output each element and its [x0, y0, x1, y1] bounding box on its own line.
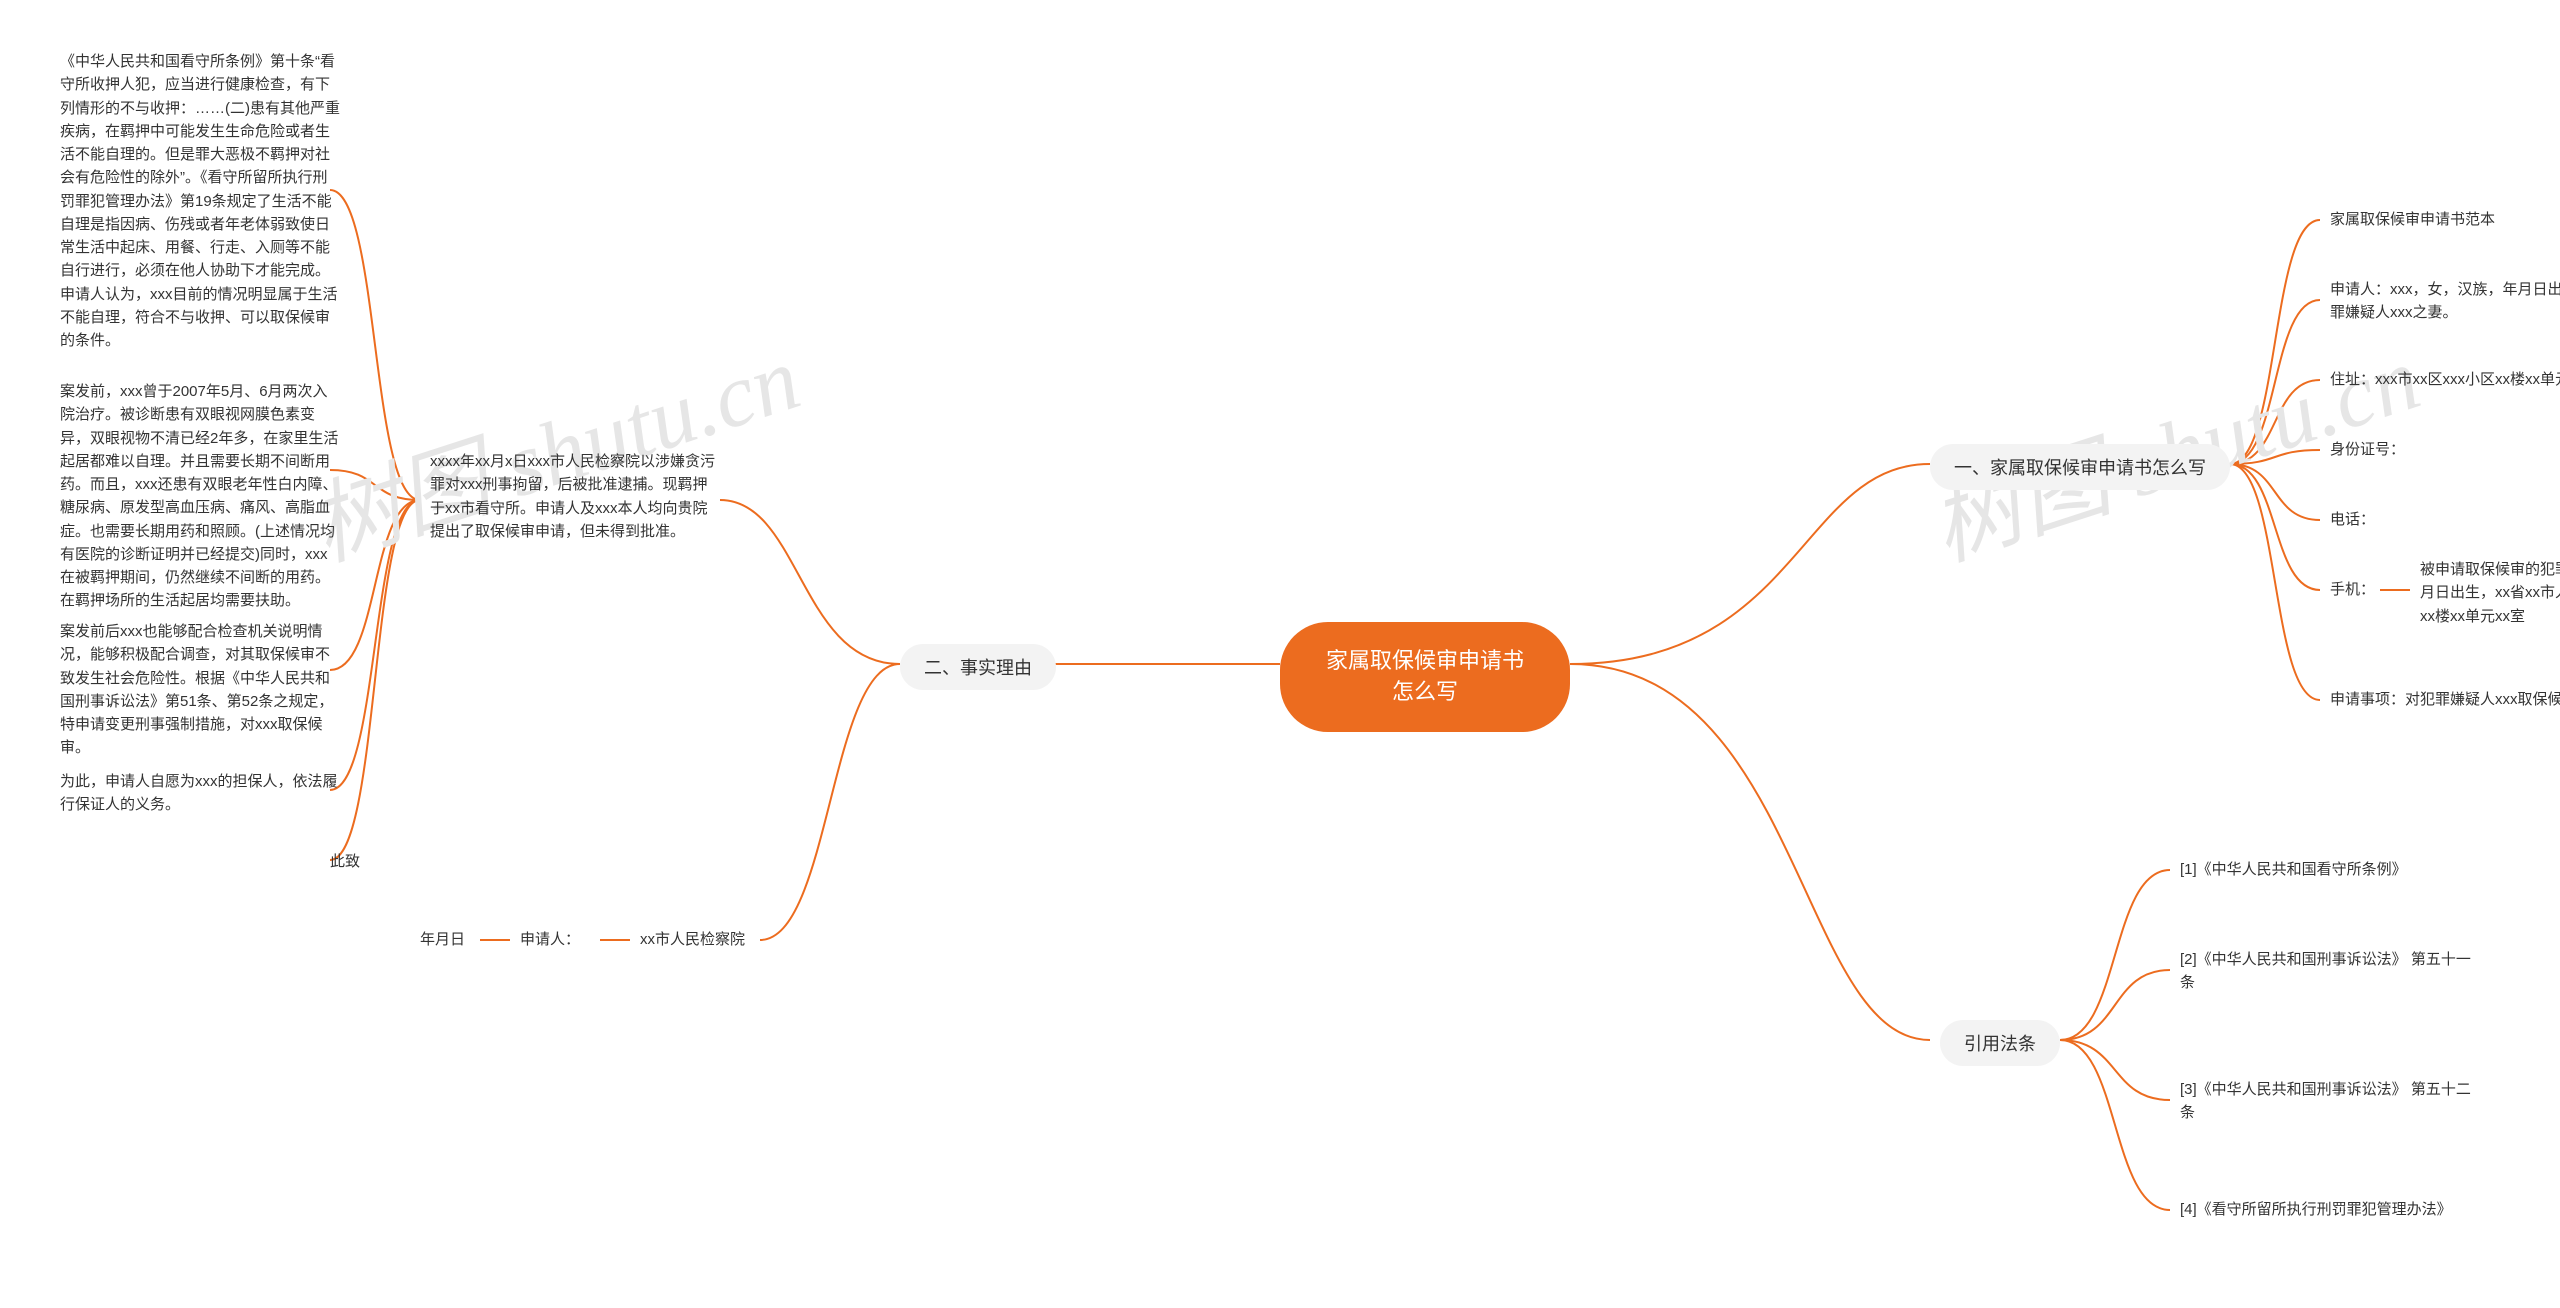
leaf-s1-e[interactable]: 电话： [2330, 508, 2560, 531]
leaf-left-c[interactable]: 案发前后xxx也能够配合检查机关说明情况，能够积极配合调查，对其取保候审不致发生… [60, 620, 340, 760]
leaf-s1-d[interactable]: 身份证号： [2330, 438, 2560, 461]
leaf-s2-a[interactable]: [1]《中华人民共和国看守所条例》 [2180, 858, 2480, 881]
leaf-s1-f-sub[interactable]: 被申请取保候审的犯罪嫌疑人：xxx，男，年月日出生，xx省xx市人，住xxx市x… [2420, 558, 2560, 628]
leaf-s2-c[interactable]: [3]《中华人民共和国刑事诉讼法》 第五十二条 [2180, 1078, 2480, 1125]
leaf-left-intro[interactable]: xxxx年xx月x日xxx市人民检察院以涉嫌贪污罪对xxx刑事拘留，后被批准逮捕… [430, 450, 720, 543]
branch-section1[interactable]: 一、家属取保候审申请书怎么写 [1930, 444, 2230, 490]
branch-section2-label: 引用法条 [1940, 1020, 2060, 1066]
leaf-left-e[interactable]: 此致 [300, 850, 360, 873]
connector-layer [0, 0, 2560, 1308]
leaf-s2-b[interactable]: [2]《中华人民共和国刑事诉讼法》 第五十一条 [2180, 948, 2480, 995]
leaf-s1-a[interactable]: 家属取保候审申请书范本 [2330, 208, 2560, 231]
leaf-s2-d[interactable]: [4]《看守所留所执行刑罚罪犯管理办法》 [2180, 1198, 2480, 1221]
leaf-left-b[interactable]: 案发前，xxx曾于2007年5月、6月两次入院治疗。被诊断患有双眼视网膜色素变异… [60, 380, 340, 613]
leaf-s1-g[interactable]: 申请事项：对犯罪嫌疑人xxx取保候审 [2330, 688, 2560, 711]
branch-section1-label: 一、家属取保候审申请书怎么写 [1930, 444, 2230, 490]
center-topic-label: 家属取保候审申请书怎么写 [1326, 648, 1524, 704]
branch-section2[interactable]: 引用法条 [1940, 1020, 2060, 1066]
branch-left[interactable]: 二、事实理由 [900, 644, 1056, 690]
leaf-left-a[interactable]: 《中华人民共和国看守所条例》第十条“看守所收押人犯，应当进行健康检查，有下列情形… [60, 50, 340, 352]
leaf-sign-to[interactable]: xx市人民检察院 [640, 928, 770, 951]
leaf-sign-by[interactable]: 申请人： [520, 928, 610, 951]
center-topic[interactable]: 家属取保候审申请书怎么写 [1280, 622, 1570, 732]
leaf-s1-f[interactable]: 手机： [2330, 578, 2390, 601]
branch-left-label: 二、事实理由 [900, 644, 1056, 690]
leaf-sign-date[interactable]: 年月日 [420, 928, 490, 951]
leaf-s1-c[interactable]: 住址：xxx市xx区xxx小区xx楼xx单元xx室 [2330, 368, 2560, 391]
leaf-s1-b[interactable]: 申请人：xxx，女，汉族，年月日出生，系犯罪嫌疑人xxx之妻。 [2330, 278, 2560, 325]
leaf-left-d[interactable]: 为此，申请人自愿为xxx的担保人，依法履行保证人的义务。 [60, 770, 340, 817]
